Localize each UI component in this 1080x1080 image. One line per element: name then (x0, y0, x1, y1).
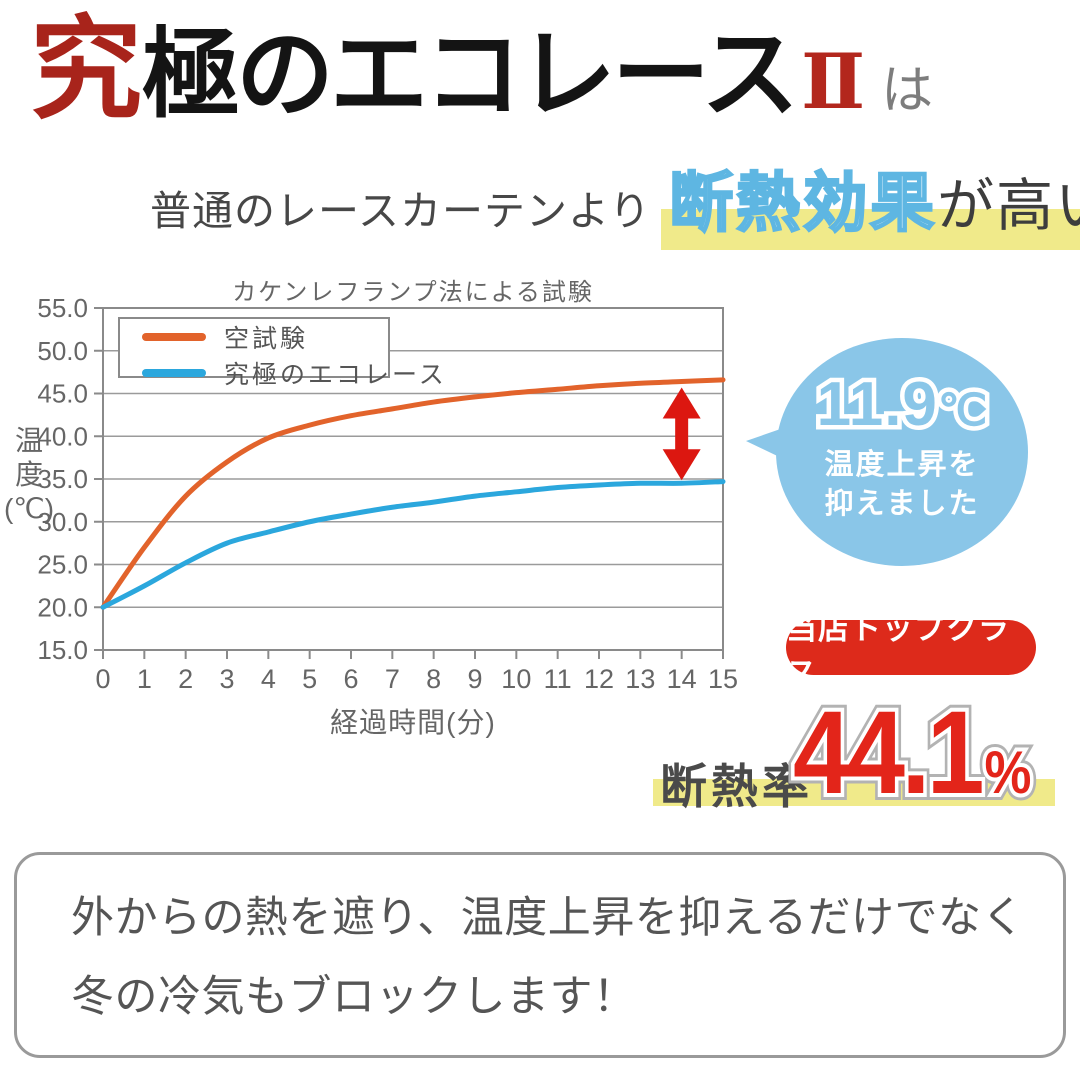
insulation-rate-value: 44.1% 44.1% 44.1% (787, 687, 1038, 819)
y-axis-label: 温 度 (℃) (3, 424, 55, 526)
x-tick-label: 4 (261, 664, 276, 694)
gap-arrow-head-down-icon (662, 449, 701, 481)
y-axis-label-unit: (℃) (3, 493, 55, 525)
footer-line: 冬の冷気もブロックします！ (71, 973, 637, 1021)
chart-title: カケンレフランプ法による試験 (232, 279, 594, 306)
y-tick-label: 35.0 (37, 464, 88, 494)
x-tick-label: 7 (385, 664, 400, 694)
y-tick-label: 45.0 (37, 379, 88, 409)
legend-swatch-blue (142, 369, 206, 377)
logo-text-black: 極のエコレース (142, 17, 799, 132)
x-tick-label: 6 (343, 664, 358, 694)
bubble-headline: 11.9℃ 11.9℃ (812, 369, 992, 440)
bubble-caption-line: 抑えました (824, 488, 980, 520)
y-tick-label: 25.0 (37, 550, 88, 580)
x-tick-label: 14 (667, 664, 697, 694)
x-tick-label: 15 (708, 664, 738, 694)
x-tick-label: 8 (426, 664, 441, 694)
legend-row-blank-test: 空試験 (142, 319, 388, 355)
x-tick-label: 12 (584, 664, 614, 694)
logo-text-red: 究 (30, 4, 142, 135)
y-tick-label: 40.0 (37, 421, 88, 451)
logo-suffix: は (881, 62, 934, 120)
y-axis-label-char: 度 (14, 459, 43, 491)
rate-outline-gray: 44.1% (787, 687, 1038, 819)
y-tick-label: 15.0 (37, 635, 88, 665)
top-class-badge: 当店トップクラス (786, 611, 1036, 691)
y-tick-label: 20.0 (37, 592, 88, 622)
footer-line: 外からの熱を遮り、温度上昇を抑えるだけでなく (71, 893, 1025, 942)
x-tick-label: 13 (625, 664, 655, 694)
headline-highlight-word: 断熱効果 (668, 166, 938, 241)
x-tick-label: 1 (137, 664, 152, 694)
logo-version-numeral: Ⅱ (801, 37, 866, 126)
bubble-headline-fill: 11.9℃ (816, 369, 988, 439)
x-tick-label: 2 (178, 664, 193, 694)
x-tick-label: 11 (544, 664, 572, 694)
y-tick-label: 30.0 (37, 507, 88, 537)
x-axis-label: 経過時間(分) (330, 707, 496, 738)
series-line-1 (100, 479, 726, 610)
legend-swatch-orange (142, 333, 206, 341)
headline-suffix: が高い！ (937, 174, 1080, 238)
legend-label: 空試験 (224, 325, 309, 353)
y-tick-label: 50.0 (37, 336, 88, 366)
x-tick-label: 5 (302, 664, 317, 694)
temperature-gap-bubble: 11.9℃ 11.9℃ 温度上昇を 抑えました (776, 338, 1028, 566)
gap-arrow-head-up-icon (662, 387, 701, 419)
rate-highlight-bar (653, 779, 1055, 806)
headline-highlighted-group: 断熱効果 が高い！ (661, 152, 1080, 250)
legend-row-eco-lace: 究極のエコレース (142, 355, 444, 391)
chart-legend: 空試験 究極のエコレース (118, 317, 444, 389)
bubble-headline-outline: 11.9℃ (812, 369, 992, 440)
series-line-0 (100, 377, 726, 610)
rate-outline-white: 44.1% (789, 687, 1035, 819)
product-logo: 究極のエコレースⅡ は (30, 14, 933, 126)
y-axis-label-char: 温 (14, 425, 43, 456)
legend-label: 究極のエコレース (224, 361, 447, 389)
rate-fill: 44.1% (793, 687, 1032, 819)
x-tick-label: 0 (95, 664, 110, 694)
x-tick-label: 3 (219, 664, 234, 694)
headline: 普通のレースカーテンより 断熱効果 が高い！ (150, 152, 1080, 250)
headline-prefix: 普通のレースカーテンより (150, 188, 652, 234)
bubble-caption: 温度上昇を 抑えました (824, 446, 979, 524)
x-tick-label: 10 (501, 664, 531, 694)
bubble-caption-line: 温度上昇を (824, 448, 980, 481)
x-tick-label: 9 (467, 664, 482, 694)
insulation-rate-label: 断熱率 (660, 760, 813, 813)
footer-note-box: 外からの熱を遮り、温度上昇を抑えるだけでなく 冬の冷気もブロックします！ (14, 852, 1066, 1058)
y-tick-label: 55.0 (37, 293, 88, 323)
temperature-line-chart: 55.050.045.040.035.030.025.020.015.00 1 2 3… (37, 293, 738, 694)
